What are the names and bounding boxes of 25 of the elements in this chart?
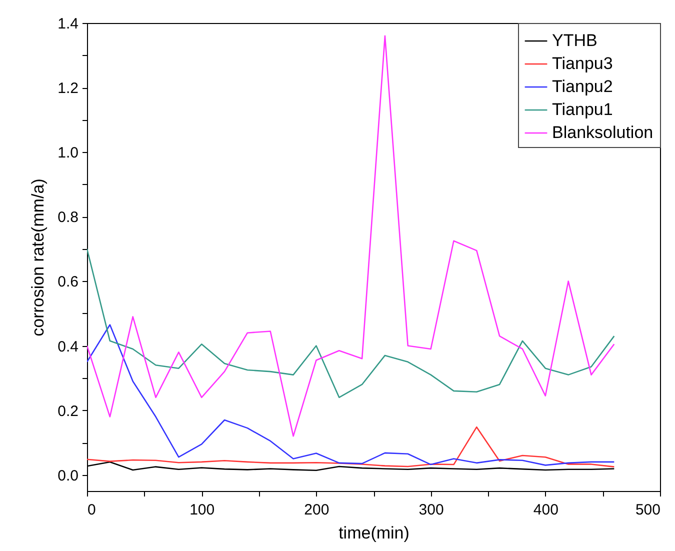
legend-label: YTHB — [552, 31, 598, 50]
y-tick-label: 0.6 — [58, 274, 78, 291]
x-axis-title: time(min) — [338, 524, 410, 542]
legend-label: Tianpu2 — [552, 77, 613, 96]
x-tick-label: 300 — [418, 502, 444, 518]
x-tick-label: 200 — [304, 502, 330, 518]
y-tick-label: 1.4 — [58, 16, 78, 32]
line-series — [87, 426, 615, 468]
y-axis-title: corrosion rate(mm/a) — [28, 178, 48, 336]
y-tick-label: 1.2 — [58, 80, 78, 98]
y-tick-label: 0.4 — [58, 338, 78, 356]
legend-label: Blanksolution — [552, 123, 654, 142]
x-tick-label: 100 — [190, 502, 215, 518]
x-tick-label: 0 — [88, 502, 96, 518]
legend-label: Tianpu3 — [552, 54, 613, 73]
line-series — [87, 248, 615, 398]
y-tick-label: 0.0 — [58, 467, 78, 484]
y-tick-label: 0.8 — [58, 209, 78, 226]
x-tick-label: 500 — [635, 502, 660, 518]
y-tick-label: 0.2 — [58, 402, 78, 420]
y-tick-label: 1.0 — [58, 144, 78, 162]
x-tick-label: 400 — [533, 502, 558, 518]
line-series — [87, 461, 615, 471]
line-series — [87, 324, 615, 466]
legend-label: Tianpu1 — [552, 100, 613, 119]
